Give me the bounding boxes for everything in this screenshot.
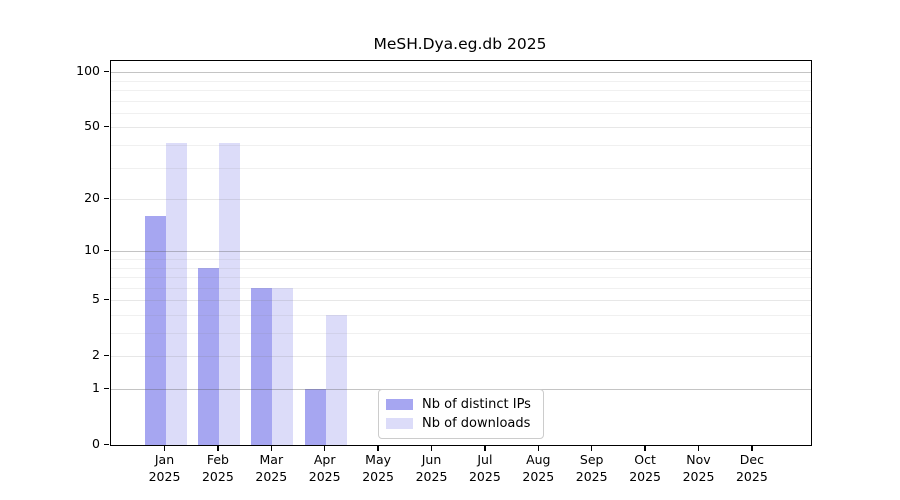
- x-tick-label-jan: Jan 2025: [148, 452, 181, 484]
- gridline-8: [111, 267, 811, 269]
- gridline-5: [111, 300, 811, 302]
- x-tick-jul: [484, 445, 486, 451]
- gridline-4: [111, 314, 811, 316]
- y-tick-label-0: 0: [92, 436, 100, 451]
- gridline-70: [111, 100, 811, 102]
- bar-downloads-mar: [272, 287, 294, 445]
- y-tick-label-2: 2: [92, 347, 100, 363]
- y-tick-label-20: 20: [84, 190, 100, 206]
- bar-distinct-ips-jan: [144, 216, 166, 445]
- y-tick-label-50: 50: [84, 118, 100, 134]
- bar-distinct-ips-feb: [197, 267, 219, 445]
- legend-item-distinct-ips: Nb of distinct IPs: [386, 397, 535, 412]
- x-tick-label-mar: Mar 2025: [255, 452, 288, 484]
- legend-swatch-downloads: [386, 418, 413, 429]
- y-tick-50: [104, 125, 109, 128]
- bar-downloads-feb: [218, 143, 240, 445]
- gridline-80: [111, 90, 811, 91]
- x-tick-label-nov: Nov 2025: [682, 452, 715, 484]
- x-tick-label-jul: Jul 2025: [468, 452, 501, 484]
- gridline-10: [111, 251, 811, 253]
- legend-label-distinct-ips: Nb of distinct IPs: [422, 397, 531, 412]
- x-tick-may: [377, 445, 379, 451]
- bar-downloads-jan: [165, 143, 187, 445]
- y-tick-label-10: 10: [84, 242, 100, 258]
- y-tick-label-100: 100: [76, 63, 100, 79]
- x-tick-mar: [270, 445, 273, 451]
- gridline-20: [111, 199, 811, 201]
- bar-downloads-apr: [325, 314, 347, 445]
- x-tick-jun: [430, 445, 433, 451]
- y-tick-10: [104, 249, 109, 252]
- x-tick-oct: [644, 445, 646, 451]
- gridline-9: [111, 258, 811, 260]
- gridline-6: [111, 287, 811, 289]
- legend-swatch-distinct-ips: [386, 399, 413, 410]
- y-tick-1: [104, 387, 109, 389]
- legend: Nb of distinct IPs Nb of downloads: [378, 389, 544, 439]
- y-tick-2: [104, 354, 109, 357]
- x-tick-label-sep: Sep 2025: [575, 452, 608, 484]
- x-tick-feb: [217, 445, 219, 451]
- x-tick-label-apr: Apr 2025: [308, 452, 341, 484]
- x-tick-label-dec: Dec 2025: [735, 452, 768, 484]
- x-tick-aug: [537, 445, 540, 451]
- x-tick-label-feb: Feb 2025: [201, 452, 234, 484]
- legend-item-downloads: Nb of downloads: [386, 416, 535, 431]
- x-tick-label-oct: Oct 2025: [629, 452, 661, 484]
- y-tick-label-5: 5: [92, 291, 100, 307]
- gridline-2: [111, 356, 811, 358]
- x-tick-nov: [697, 445, 700, 451]
- gridline-100: [111, 72, 811, 74]
- y-tick-0: [104, 443, 109, 445]
- gridline-3: [111, 333, 811, 334]
- x-tick-sep: [590, 445, 593, 451]
- gridline-30: [111, 167, 811, 169]
- x-tick-label-jun: Jun 2025: [415, 452, 448, 484]
- gridline-7: [111, 277, 811, 279]
- gridline-90: [111, 80, 811, 82]
- y-tick-100: [104, 70, 109, 73]
- chart-title: MeSH.Dya.eg.db 2025: [373, 35, 547, 53]
- y-tick-20: [104, 197, 109, 200]
- x-tick-label-may: May 2025: [362, 452, 394, 484]
- gridline-60: [111, 112, 811, 114]
- y-tick-label-1: 1: [92, 380, 100, 395]
- plot-area: Nb of distinct IPs Nb of downloads: [110, 60, 812, 446]
- x-tick-apr: [323, 445, 326, 451]
- gridline-50: [111, 127, 811, 129]
- x-tick-label-aug: Aug 2025: [522, 452, 555, 484]
- legend-label-downloads: Nb of downloads: [422, 416, 531, 431]
- x-tick-dec: [751, 445, 753, 451]
- gridline-40: [111, 145, 811, 146]
- bar-distinct-ips-mar: [251, 287, 273, 445]
- y-tick-5: [104, 298, 109, 301]
- x-tick-jan: [163, 445, 166, 451]
- bar-distinct-ips-apr: [304, 389, 326, 445]
